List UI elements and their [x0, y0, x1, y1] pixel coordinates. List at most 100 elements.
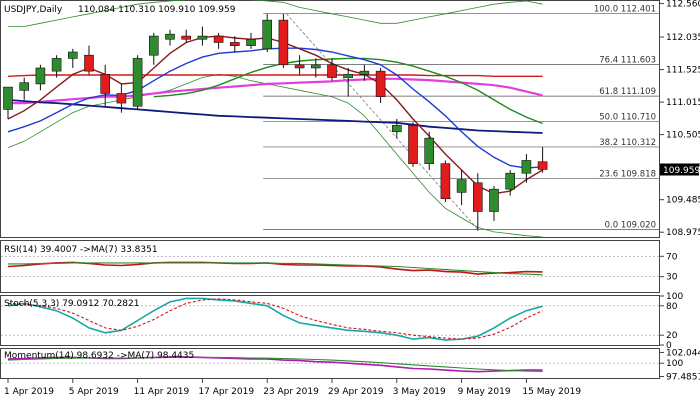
candle	[68, 48, 78, 68]
candle-body	[505, 172, 516, 190]
rsi-panel: 70 30	[1, 252, 678, 283]
time-tick-label: 9 May 2019	[458, 387, 511, 397]
bollinger-lower-line	[7, 73, 543, 238]
candle	[84, 45, 94, 75]
candle	[116, 83, 127, 113]
candle-body	[149, 35, 159, 56]
candle	[456, 170, 467, 206]
-d-line	[7, 298, 543, 340]
candle-body	[343, 74, 354, 78]
candle	[181, 29, 191, 43]
fib-level-label: 0.0 109.020	[605, 220, 656, 230]
fib-level-label: 100.0 112.401	[594, 5, 656, 15]
candle-body	[391, 125, 402, 133]
candle	[246, 32, 256, 49]
axis-tick-label: 102.0449	[666, 348, 700, 358]
candle-body	[294, 64, 305, 69]
candle	[343, 67, 354, 97]
candle-body	[84, 54, 94, 72]
candle-body	[68, 51, 78, 59]
candle-body	[489, 188, 499, 212]
candle	[359, 64, 370, 81]
time-tick-label: 3 May 2019	[393, 387, 446, 397]
candle	[440, 160, 451, 202]
stoch-panel-frame	[0, 295, 660, 346]
candle-body	[424, 137, 435, 164]
ma-line	[7, 356, 543, 373]
price-tick-label: 108.975	[666, 228, 700, 238]
candle-body	[521, 160, 532, 174]
price-tick-label: 111.015	[666, 98, 700, 108]
candle	[262, 13, 273, 53]
candle	[51, 55, 62, 78]
axis-tick-label: 97.4851	[666, 372, 700, 382]
candle	[278, 13, 289, 68]
candle-body	[359, 70, 370, 75]
rsi-label: RSI(14) 39.4007 ->MA(7) 33.8351	[4, 245, 158, 255]
candle	[521, 154, 532, 183]
-k-line	[7, 297, 543, 341]
candle	[489, 185, 499, 222]
candle	[375, 67, 386, 104]
axis-tick-label: 100	[666, 292, 683, 302]
candle	[294, 55, 305, 75]
axis-tick-label: 100	[666, 359, 683, 369]
candle-body	[456, 179, 467, 193]
moving-averages	[7, 35, 543, 195]
fib-level-label: 23.6 109.818	[599, 169, 656, 179]
candle	[35, 64, 46, 91]
candle	[149, 32, 159, 65]
axis-tick-label: 70	[666, 252, 678, 262]
fib-level-label: 38.2 110.312	[599, 138, 656, 148]
time-tick-label: 15 May 2019	[522, 387, 581, 397]
candle-body	[262, 19, 273, 50]
candle-body	[181, 35, 191, 40]
time-tick-label: 17 Apr 2019	[198, 387, 254, 397]
momentum-panel: 102.0449100 97.4851	[1, 348, 700, 382]
candle-body	[165, 33, 175, 40]
main-panel-frame	[0, 0, 660, 238]
candle	[472, 173, 483, 231]
candle-body	[440, 163, 451, 200]
time-tick-label: 1 Apr 2019	[4, 387, 54, 397]
symbol-label: USDJPY,Daily	[4, 5, 63, 15]
ma-line	[8, 262, 543, 276]
candle-body	[278, 19, 289, 66]
rsi-line	[7, 261, 543, 275]
candle	[197, 26, 208, 46]
ma-brown-line	[7, 35, 543, 195]
price-tick-label: 110.505	[666, 131, 700, 141]
axis-tick-label: 0	[666, 341, 672, 351]
candle-body	[310, 64, 321, 69]
candle	[310, 58, 321, 78]
price-tick-label: 109.485	[666, 196, 700, 206]
candle	[505, 170, 516, 196]
candle-body	[327, 64, 337, 78]
bollinger-upper-line	[8, 0, 543, 27]
candle-body	[472, 182, 483, 212]
candle	[230, 36, 240, 53]
candle	[327, 58, 337, 81]
current-price-value: 109.959	[663, 166, 700, 176]
fib-level-label: 76.4 111.603	[599, 56, 656, 66]
ma-red-line	[7, 74, 543, 78]
candle	[213, 32, 224, 49]
time-tick-label: 23 Apr 2019	[263, 387, 319, 397]
candle-body	[197, 35, 208, 40]
candle	[537, 147, 548, 173]
fib-level-label: 50.0 110.710	[599, 113, 656, 123]
ma-magenta-line	[8, 77, 543, 105]
price-tick-label: 112.560	[666, 0, 700, 10]
ma-blue-line	[7, 47, 543, 169]
momentum-label: Momentum(14) 98.6932 ->MA(7) 98.4435	[4, 351, 194, 361]
ma-green-line	[153, 57, 543, 125]
candle-body	[246, 38, 256, 46]
axis-tick-label: 20	[666, 331, 678, 341]
momentum-panel-frame	[0, 348, 660, 379]
candle-body	[375, 70, 386, 97]
time-tick-label: 29 Apr 2019	[328, 387, 384, 397]
axis-tick-label: 30	[666, 273, 678, 283]
